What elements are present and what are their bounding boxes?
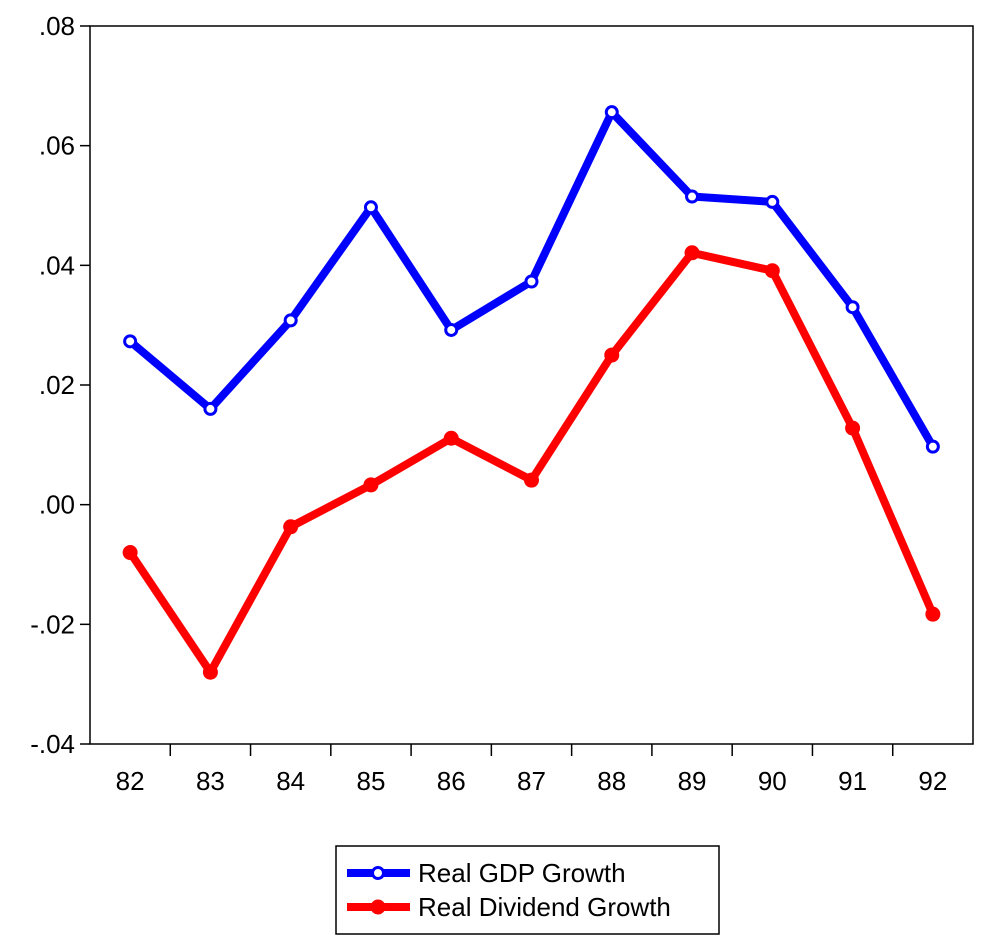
data-point-real-gdp-growth — [363, 200, 378, 215]
legend: Real GDP Growth Real Dividend Growth — [335, 845, 720, 935]
data-point-real-gdp-growth — [444, 322, 459, 337]
data-point-real-gdp-growth — [765, 194, 780, 209]
legend-marker-real-dividend-growth — [370, 899, 386, 915]
x-tick-label: 91 — [838, 766, 867, 796]
data-point-real-gdp-growth — [685, 189, 700, 204]
data-point-real-dividend-growth — [443, 430, 459, 446]
plot-frame — [89, 25, 974, 745]
data-point-real-gdp-growth — [283, 313, 298, 328]
y-tick-label: .06 — [39, 131, 75, 161]
x-tick-label: 88 — [597, 766, 626, 796]
data-point-real-dividend-growth — [764, 263, 780, 279]
legend-label-real-dividend-growth: Real Dividend Growth — [418, 892, 671, 922]
data-point-real-dividend-growth — [524, 472, 539, 488]
data-point-real-dividend-growth — [925, 606, 941, 622]
y-tick-label: -.04 — [30, 729, 75, 759]
data-point-real-gdp-growth — [604, 105, 619, 120]
y-tick-label: .00 — [39, 490, 75, 520]
data-point-real-gdp-growth — [123, 334, 138, 349]
data-point-real-gdp-growth — [845, 300, 860, 315]
y-tick-label: -.02 — [30, 609, 75, 639]
x-axis: 82 83 84 85 86 87 88 89 90 91 92 — [116, 744, 947, 796]
y-tick-label: .04 — [39, 250, 75, 280]
series-line-real-dividend-growth — [126, 248, 937, 680]
legend-box — [335, 845, 720, 935]
legend-label-real-gdp-growth: Real GDP Growth — [418, 858, 626, 888]
x-tick-label: 86 — [437, 766, 466, 796]
x-tick-label: 85 — [356, 766, 385, 796]
y-tick-label: .08 — [39, 11, 75, 41]
x-tick-label: 82 — [116, 766, 145, 796]
series-layer — [122, 105, 941, 680]
data-point-real-dividend-growth — [122, 545, 138, 561]
data-point-real-dividend-growth — [604, 347, 620, 363]
legend-marker-real-gdp-growth — [371, 866, 385, 880]
y-axis: .08 .06 .04 .02 .00 -.02 -.04 — [30, 11, 90, 759]
data-point-real-gdp-growth — [203, 401, 218, 416]
x-tick-label: 89 — [678, 766, 707, 796]
data-point-real-dividend-growth — [283, 519, 299, 535]
data-point-real-dividend-growth — [845, 420, 861, 436]
x-tick-label: 90 — [758, 766, 787, 796]
data-point-real-dividend-growth — [363, 477, 379, 493]
x-tick-label: 84 — [276, 766, 305, 796]
data-point-real-dividend-growth — [202, 664, 218, 680]
y-tick-label: .02 — [39, 370, 75, 400]
x-tick-label: 92 — [918, 766, 947, 796]
x-tick-label: 83 — [196, 766, 225, 796]
data-point-real-dividend-growth — [684, 245, 700, 261]
data-point-real-gdp-growth — [925, 439, 940, 454]
data-point-real-gdp-growth — [524, 274, 539, 289]
x-tick-label: 87 — [517, 766, 546, 796]
